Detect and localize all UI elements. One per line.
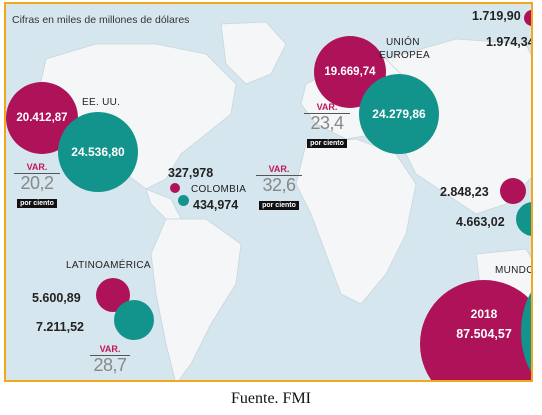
eu-value-2017: 19.669,74 (324, 66, 376, 78)
divider (90, 355, 130, 356)
world-year: 2018 (470, 307, 498, 321)
colombia-bubble-2017 (170, 183, 180, 193)
eu-bubble-2018: 24.279,86 (359, 74, 439, 154)
topright-bubble-a (524, 10, 531, 26)
divider (14, 173, 60, 174)
latam-value-2018: 7.211,52 (36, 320, 84, 334)
colombia-bubble-2018 (178, 195, 189, 206)
land-greenland (220, 21, 287, 85)
source-caption: Fuente. FMI (231, 390, 311, 407)
topright-value-b: 1.974,34 (486, 35, 533, 49)
world-map (35, 21, 531, 380)
eu-var-value: 23,4 (310, 113, 344, 133)
latam-var-label: VAR. (99, 344, 121, 354)
latam-variation: VAR. 28,7 (90, 344, 130, 374)
world-label: MUNDO (495, 265, 533, 276)
usa-value-2017: 20.412,87 (16, 112, 68, 124)
colombia-var-value: 32,6 (262, 175, 296, 195)
latam-label: LATINOAMÉRICA (66, 260, 151, 271)
eu-variation: VAR. 23,4 por ciento (304, 102, 350, 150)
eu-label-line1: UNIÓN (386, 37, 420, 48)
asia-bubble-b (516, 202, 531, 236)
usa-label: EE. UU. (82, 97, 121, 108)
eu-var-label: VAR. (316, 102, 338, 112)
topright-value-a: 1.719,90 (472, 9, 521, 23)
colombia-variation: VAR. 32,6 por ciento (256, 164, 302, 212)
land-central-america (145, 188, 182, 220)
colombia-value-2018: 434,974 (193, 198, 239, 212)
world-value: 87.504,57 (456, 327, 512, 341)
divider (256, 175, 302, 176)
colombia-var-unit: por ciento (259, 201, 299, 210)
usa-variation: VAR. 20,2 por ciento (14, 162, 60, 210)
subtitle: Cifras en miles de millones de dólares (12, 14, 190, 26)
colombia-var-label: VAR. (268, 164, 290, 174)
usa-value-2018: 24.536,80 (71, 145, 125, 159)
asia-value-b: 4.663,02 (456, 215, 505, 229)
eu-var-unit: por ciento (307, 139, 347, 148)
usa-bubble-2018: 24.536,80 (58, 112, 138, 192)
usa-var-value: 20,2 (20, 173, 54, 193)
latam-var-value: 28,7 (93, 355, 127, 375)
land-south-america (150, 218, 242, 380)
asia-value-a: 2.848,23 (440, 185, 489, 199)
divider (304, 113, 350, 114)
latam-value-2017: 5.600,89 (32, 291, 81, 305)
world-bubble-2018 (521, 272, 531, 380)
map-frame: Cifras en miles de millones de dólares 2… (4, 2, 533, 382)
colombia-value-2017: 327,978 (168, 166, 214, 180)
eu-value-2018: 24.279,86 (372, 107, 426, 121)
eu-label-line2: EUROPEA (379, 50, 431, 61)
colombia-label: COLOMBIA (191, 184, 247, 195)
land-africa (295, 138, 417, 305)
usa-var-label: VAR. (26, 162, 48, 172)
latam-bubble-2018 (114, 300, 154, 340)
usa-var-unit: por ciento (17, 199, 57, 208)
asia-bubble-a (500, 178, 526, 204)
